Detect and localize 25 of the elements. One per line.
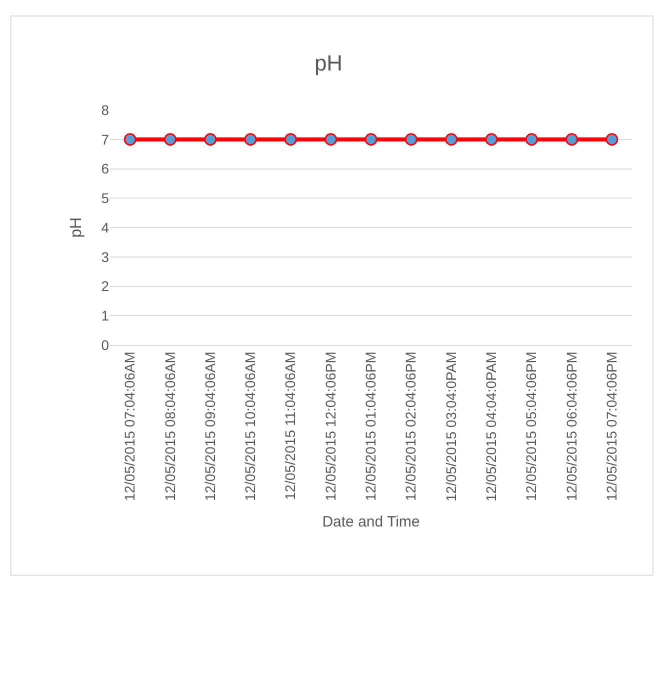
- x-tick-label: 12/05/2015 08:04:06AM: [162, 352, 178, 502]
- y-tick-label: 7: [101, 131, 110, 148]
- chart-title: pH: [314, 50, 343, 76]
- x-tick-label: 12/05/2015 03:04:0PAM: [442, 352, 459, 502]
- x-tick-label: 12/05/2015 01:04:06PM: [362, 352, 379, 502]
- y-tick-label: 6: [101, 160, 110, 177]
- x-tick-label: 12/05/2015 06:04:06PM: [563, 352, 580, 502]
- y-tick-label: 5: [101, 190, 110, 206]
- x-tick-label: 12/05/2015 12:04:06PM: [322, 352, 338, 502]
- y-tick-label: 2: [101, 278, 110, 294]
- x-tick-label: 12/05/2015 11:04:06AM: [282, 352, 298, 500]
- x-tick-label: 12/05/2015 04:04:0PAM: [483, 352, 500, 502]
- x-tick-label: 12/05/2015 07:04:06PM: [603, 352, 620, 502]
- x-tick-label: 12/05/2015 10:04:06AM: [242, 352, 258, 502]
- x-axis-title: Date and Time: [322, 514, 420, 531]
- y-tick-label: 1: [101, 308, 110, 324]
- x-tick-label: 12/05/2015 07:04:06AM: [122, 352, 138, 502]
- x-tick-label: 12/05/2015 09:04:06AM: [202, 352, 218, 502]
- x-tick-label: 12/05/2015 02:04:06PM: [402, 352, 419, 502]
- x-tick-label: 12/05/2015 05:04:06PM: [523, 352, 540, 502]
- y-tick-label: 0: [101, 336, 110, 353]
- y-tick-label: 3: [101, 248, 110, 265]
- y-axis-title: pH: [68, 217, 86, 238]
- y-tick-label: 4: [101, 219, 110, 236]
- y-tick-label: 8: [101, 102, 110, 118]
